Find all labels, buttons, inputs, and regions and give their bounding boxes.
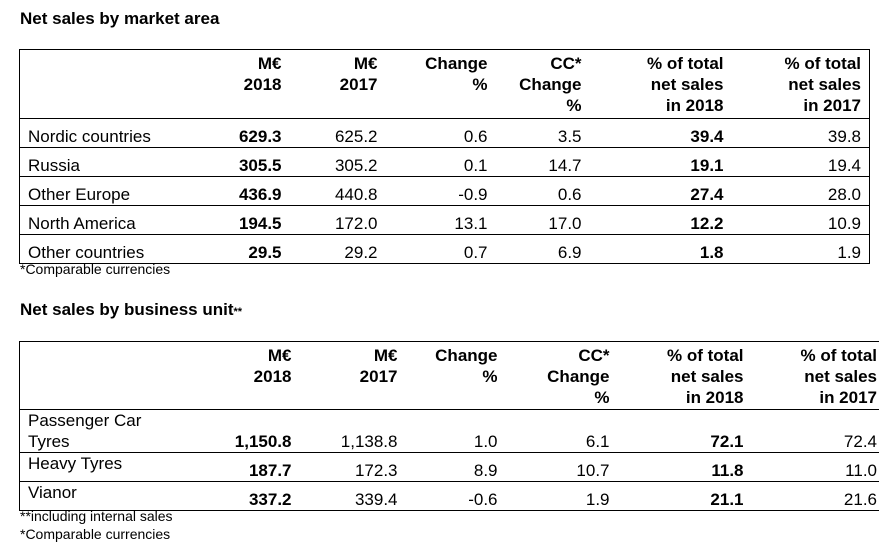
change-pct: 0.6 bbox=[385, 118, 496, 148]
value-2017: 440.8 bbox=[289, 176, 386, 206]
value-2018: 29.5 bbox=[219, 234, 290, 264]
change-pct: 0.1 bbox=[385, 147, 496, 177]
header-change: Change% bbox=[385, 49, 496, 119]
row-label: Heavy Tyres bbox=[19, 452, 204, 482]
table-row: Nordic countries 629.3 625.2 0.6 3.5 39.… bbox=[19, 118, 870, 148]
table-header-row: M€ 2018 M€ 2017 Change% CC* Change% % of to… bbox=[19, 49, 870, 119]
cc-change-pct: 0.6 bbox=[495, 176, 590, 206]
pct-total-2017: 10.9 bbox=[731, 205, 870, 235]
value-2018: 187.7 bbox=[203, 452, 300, 482]
pct-total-2018: 72.1 bbox=[617, 409, 752, 453]
pct-total-2017: 1.9 bbox=[731, 234, 870, 264]
pct-total-2017: 11.0 bbox=[751, 452, 879, 482]
header-pct-2017: % of total net sales in 2017 bbox=[731, 49, 870, 119]
pct-total-2018: 11.8 bbox=[617, 452, 752, 482]
table-row: Passenger Car Tyres 1,150.8 1,138.8 1.0 6… bbox=[19, 409, 879, 453]
value-2017: 29.2 bbox=[289, 234, 386, 264]
header-m-2017: M€ 2017 bbox=[299, 341, 406, 410]
header-m-2017: M€ 2017 bbox=[289, 49, 386, 119]
value-2018: 629.3 bbox=[219, 118, 290, 148]
header-pct-2018: % of total net sales in 2018 bbox=[589, 49, 732, 119]
pct-total-2017: 21.6 bbox=[751, 481, 879, 511]
pct-total-2018: 27.4 bbox=[589, 176, 732, 206]
header-blank-cell bbox=[19, 341, 204, 410]
value-2018: 305.5 bbox=[219, 147, 290, 177]
header-pct-2018: % of total net sales in 2018 bbox=[617, 341, 752, 410]
table-row: Vianor 337.2 339.4 -0.6 1.9 21.1 21.6 bbox=[19, 481, 879, 511]
value-2017: 172.0 bbox=[289, 205, 386, 235]
value-2017: 1,138.8 bbox=[299, 409, 406, 453]
header-m-2018: M€ 2018 bbox=[203, 341, 300, 410]
pct-total-2018: 39.4 bbox=[589, 118, 732, 148]
value-2018: 337.2 bbox=[203, 481, 300, 511]
change-pct: 8.9 bbox=[405, 452, 506, 482]
row-label: Nordic countries bbox=[19, 118, 220, 148]
comparable-currencies-note: *Comparable currencies bbox=[20, 526, 171, 542]
business-unit-table: M€ 2018 M€ 2017 Change% CC* Change% % of to… bbox=[19, 341, 879, 511]
pct-total-2018: 19.1 bbox=[589, 147, 732, 177]
cc-change-pct: 1.9 bbox=[505, 481, 618, 511]
cc-change-pct: 10.7 bbox=[505, 452, 618, 482]
pct-total-2017: 28.0 bbox=[731, 176, 870, 206]
value-2017: 339.4 bbox=[299, 481, 406, 511]
header-change: Change% bbox=[405, 341, 506, 410]
table-row: Russia 305.5 305.2 0.1 14.7 19.1 19.4 bbox=[19, 147, 870, 177]
row-label: Passenger Car Tyres bbox=[19, 409, 204, 453]
change-pct: 1.0 bbox=[405, 409, 506, 453]
row-label: Vianor bbox=[19, 481, 204, 511]
table-header-row: M€ 2018 M€ 2017 Change% CC* Change% % of to… bbox=[19, 341, 879, 410]
row-label: North America bbox=[19, 205, 220, 235]
value-2017: 172.3 bbox=[299, 452, 406, 482]
change-pct: 13.1 bbox=[385, 205, 496, 235]
header-blank-cell bbox=[19, 49, 220, 119]
comparable-currencies-note: *Comparable currencies bbox=[20, 261, 171, 277]
value-2017: 305.2 bbox=[289, 147, 386, 177]
pct-total-2017: 39.8 bbox=[731, 118, 870, 148]
value-2018: 194.5 bbox=[219, 205, 290, 235]
header-m-2018: M€ 2018 bbox=[219, 49, 290, 119]
header-cc-change: CC* Change% bbox=[505, 341, 618, 410]
internal-sales-note: **including internal sales bbox=[20, 508, 173, 524]
change-pct: 0.7 bbox=[385, 234, 496, 264]
cc-change-pct: 6.9 bbox=[495, 234, 590, 264]
row-label: Russia bbox=[19, 147, 220, 177]
row-label: Other countries bbox=[19, 234, 220, 264]
cc-change-pct: 6.1 bbox=[505, 409, 618, 453]
value-2018: 436.9 bbox=[219, 176, 290, 206]
business-unit-title: Net sales by business unit** bbox=[20, 300, 243, 319]
row-label: Other Europe bbox=[19, 176, 220, 206]
pct-total-2017: 72.4 bbox=[751, 409, 879, 453]
market-area-table: M€ 2018 M€ 2017 Change% CC* Change% % of to… bbox=[19, 49, 870, 264]
pct-total-2018: 1.8 bbox=[589, 234, 732, 264]
cc-change-pct: 17.0 bbox=[495, 205, 590, 235]
pct-total-2017: 19.4 bbox=[731, 147, 870, 177]
table-row: North America 194.5 172.0 13.1 17.0 12.2… bbox=[19, 205, 870, 235]
header-pct-2017: % of total net sales in 2017 bbox=[751, 341, 879, 410]
cc-change-pct: 3.5 bbox=[495, 118, 590, 148]
table-row: Other Europe 436.9 440.8 -0.9 0.6 27.4 2… bbox=[19, 176, 870, 206]
title-superscript: ** bbox=[233, 306, 243, 318]
pct-total-2018: 12.2 bbox=[589, 205, 732, 235]
header-cc-change: CC* Change% bbox=[495, 49, 590, 119]
market-area-title: Net sales by market area bbox=[20, 9, 220, 28]
value-2017: 625.2 bbox=[289, 118, 386, 148]
change-pct: -0.9 bbox=[385, 176, 496, 206]
change-pct: -0.6 bbox=[405, 481, 506, 511]
cc-change-pct: 14.7 bbox=[495, 147, 590, 177]
table-row: Other countries 29.5 29.2 0.7 6.9 1.8 1.… bbox=[19, 234, 870, 264]
value-2018: 1,150.8 bbox=[203, 409, 300, 453]
pct-total-2018: 21.1 bbox=[617, 481, 752, 511]
table-row: Heavy Tyres 187.7 172.3 8.9 10.7 11.8 11… bbox=[19, 452, 879, 482]
